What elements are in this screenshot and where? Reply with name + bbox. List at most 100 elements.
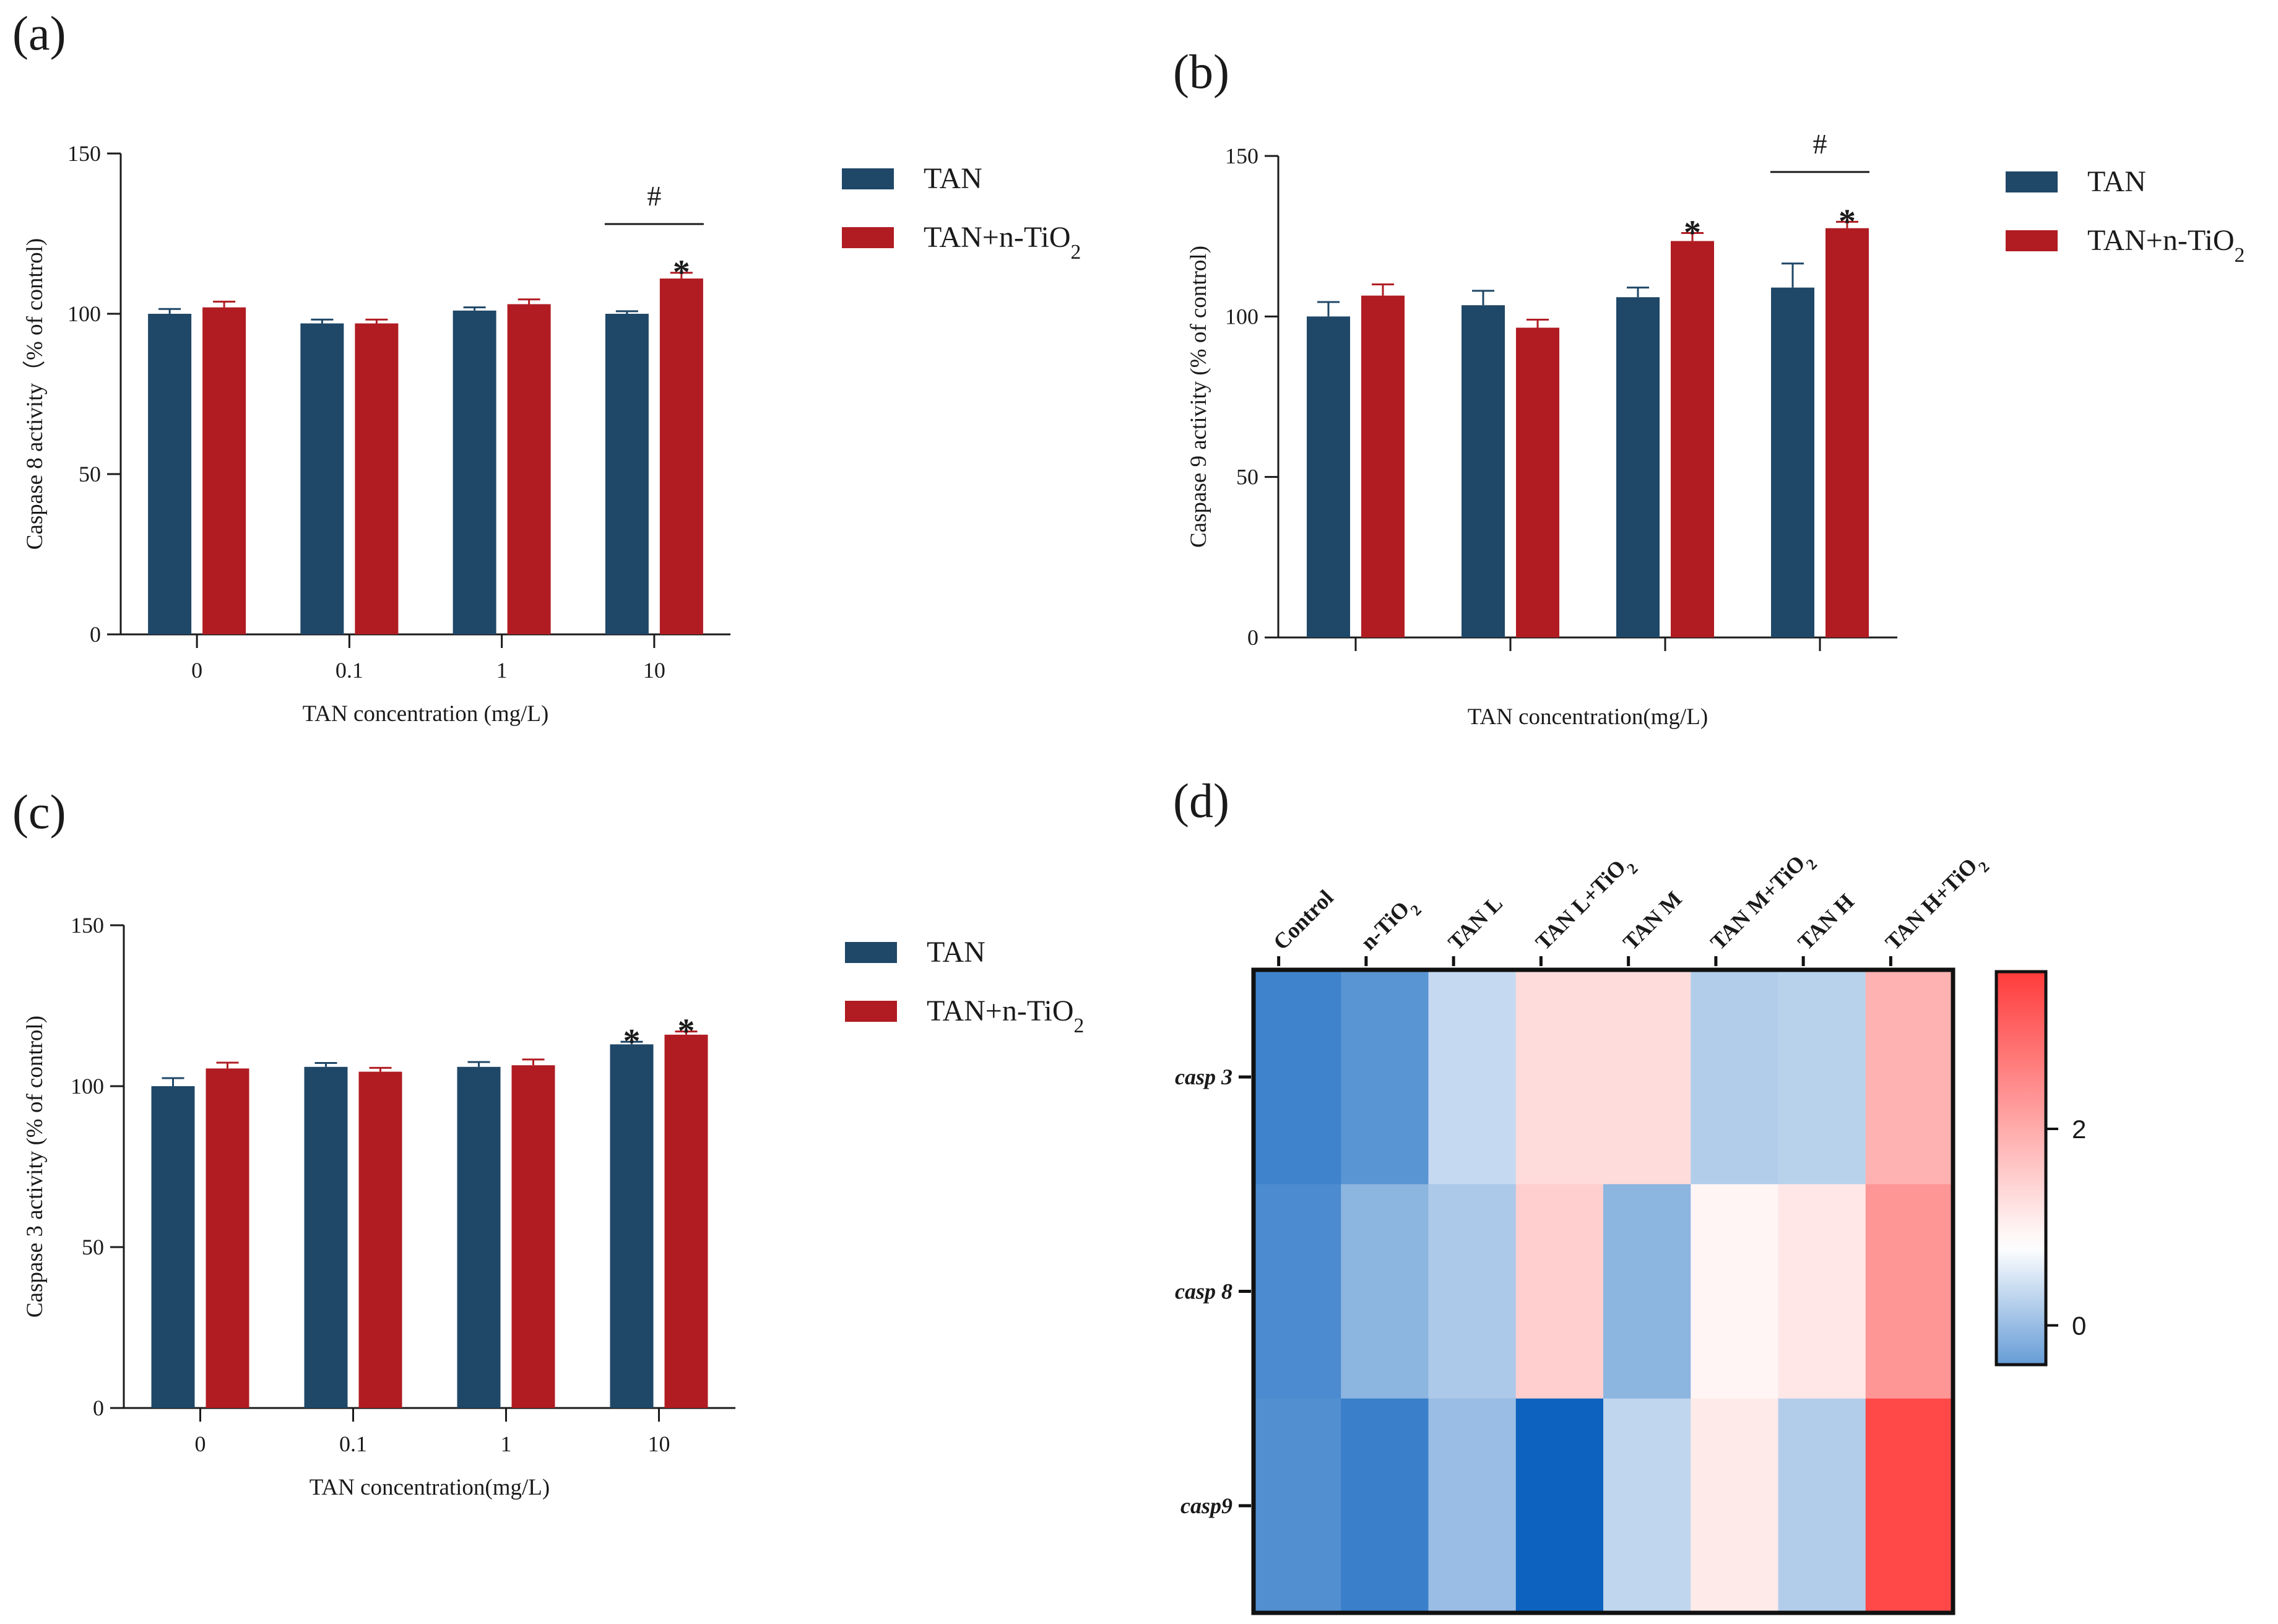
x-tick-label: 0 [195, 1432, 206, 1456]
significance-star: * [673, 254, 690, 292]
heatmap-cell [1691, 1184, 1779, 1399]
y-tick-label: 100 [71, 1074, 104, 1099]
heatmap-cell [1515, 970, 1604, 1185]
heatmap-cell [1254, 1398, 1341, 1613]
panel-label: (c) [12, 785, 66, 839]
bar [664, 1034, 708, 1408]
heatmap-cell [1341, 1398, 1429, 1613]
legend-swatch [845, 1001, 897, 1022]
bar [1825, 228, 1869, 637]
x-axis-title: TAN concentration(mg/L) [1468, 704, 1708, 730]
significance-star: * [1838, 202, 1856, 241]
legend-swatch [2006, 230, 2058, 251]
legend-swatch [842, 227, 894, 248]
y-tick-label: 0 [93, 1396, 104, 1420]
heatmap-cell [1778, 1398, 1866, 1613]
heatmap-cell [1254, 970, 1341, 1185]
legend-label: TAN+n-TiO2 [927, 995, 1084, 1037]
panel-label: (a) [12, 6, 66, 60]
heatmap-cell [1341, 1184, 1429, 1399]
heatmap-cell [1254, 1184, 1341, 1399]
bar [202, 307, 246, 634]
x-axis-title: TAN concentration (mg/L) [303, 701, 549, 727]
bar [1361, 295, 1405, 637]
bar [1307, 316, 1350, 637]
column-label: TAN M [1618, 886, 1687, 955]
bar [457, 1066, 501, 1408]
y-axis-title: Caspase 3 activity (% of control) [22, 1016, 48, 1318]
x-axis-title: TAN concentration(mg/L) [310, 1475, 550, 1500]
y-tick-label: 0 [90, 622, 101, 647]
x-tick-label: 1 [496, 658, 508, 683]
y-tick-label: 50 [82, 1235, 104, 1259]
colorbar [1994, 970, 2048, 1367]
heatmap-cell [1515, 1398, 1604, 1613]
legend-swatch [845, 942, 897, 963]
y-tick-label: 50 [1236, 465, 1258, 490]
bar [453, 310, 496, 634]
legend-label: TAN+n-TiO2 [924, 221, 1081, 264]
y-tick-label: 100 [67, 301, 101, 326]
x-tick-label: 0 [191, 658, 202, 683]
column-label: TAN H [1793, 889, 1858, 954]
bar-chart-2: (b) 0 50 100 150 * * # TAN concentration(mg/L) Ca… [1173, 45, 2245, 730]
heatmap-cell [1865, 1184, 1954, 1399]
x-tick-label: 10 [643, 658, 665, 683]
legend-swatch [842, 168, 894, 189]
y-axis-title: Caspase 9 activity (% of control) [1186, 246, 1211, 548]
column-label: Control [1268, 885, 1338, 955]
bar [151, 1086, 195, 1408]
heatmap-cell [1603, 970, 1691, 1185]
legend-label: TAN [2087, 165, 2146, 198]
column-label: TAN H+TiO2 [1881, 848, 1993, 960]
y-tick-label: 150 [1225, 144, 1258, 168]
panel-label: (d) [1173, 774, 1229, 827]
column-label: TAN L [1443, 891, 1507, 954]
legend-label: TAN [927, 936, 985, 969]
heatmap-cell [1428, 1398, 1517, 1613]
legend-label: TAN [924, 162, 982, 195]
significance-star: * [1684, 214, 1701, 252]
significance-star: * [678, 1013, 695, 1051]
bar [605, 314, 649, 634]
heatmap-cell [1691, 970, 1779, 1185]
y-tick-label: 150 [67, 141, 101, 166]
bar-chart-1: (a) 0 50 100 150 0 0.1 1 10 * # TAN concentration (… [12, 6, 1081, 727]
bar [659, 279, 703, 634]
significance-hash: # [647, 180, 661, 212]
row-label: casp 8 [1175, 1279, 1232, 1304]
bar [610, 1044, 654, 1408]
row-label: casp9 [1180, 1493, 1232, 1518]
heatmap-cell [1778, 1184, 1866, 1399]
bar [1671, 241, 1714, 637]
colorbar-tick-label: 2 [2072, 1115, 2086, 1144]
y-tick-label: 150 [71, 913, 104, 938]
x-tick-label: 0.1 [336, 658, 363, 683]
heatmap-frame [1251, 967, 1955, 1615]
heatmap-cell [1778, 970, 1866, 1185]
significance-star: * [623, 1022, 641, 1061]
panel-label: (b) [1173, 45, 1229, 98]
legend-swatch [2006, 171, 2058, 192]
significance-hash: # [1813, 128, 1827, 160]
legend-label: TAN+n-TiO2 [2087, 224, 2245, 267]
bar [1616, 297, 1660, 637]
x-tick-label: 0.1 [339, 1432, 367, 1456]
colorbar-tick-label: 0 [2072, 1311, 2086, 1341]
heatmap-cell [1603, 1184, 1691, 1399]
bar [300, 323, 344, 634]
heatmap-cell [1341, 970, 1429, 1185]
heatmap-cell [1865, 970, 1954, 1185]
y-tick-label: 100 [1225, 304, 1258, 329]
bar [355, 323, 399, 634]
y-tick-label: 0 [1247, 625, 1258, 650]
bar-chart-3: (c) 0 50 100 150 0 0.1 1 10 * * TAN concentration(m… [12, 785, 1084, 1500]
x-tick-label: 10 [648, 1432, 670, 1456]
bar [1462, 305, 1505, 637]
heatmap-cell [1428, 1184, 1517, 1399]
x-tick-label: 1 [501, 1432, 512, 1456]
heatmap-cell [1865, 1398, 1954, 1613]
bar [148, 314, 192, 634]
